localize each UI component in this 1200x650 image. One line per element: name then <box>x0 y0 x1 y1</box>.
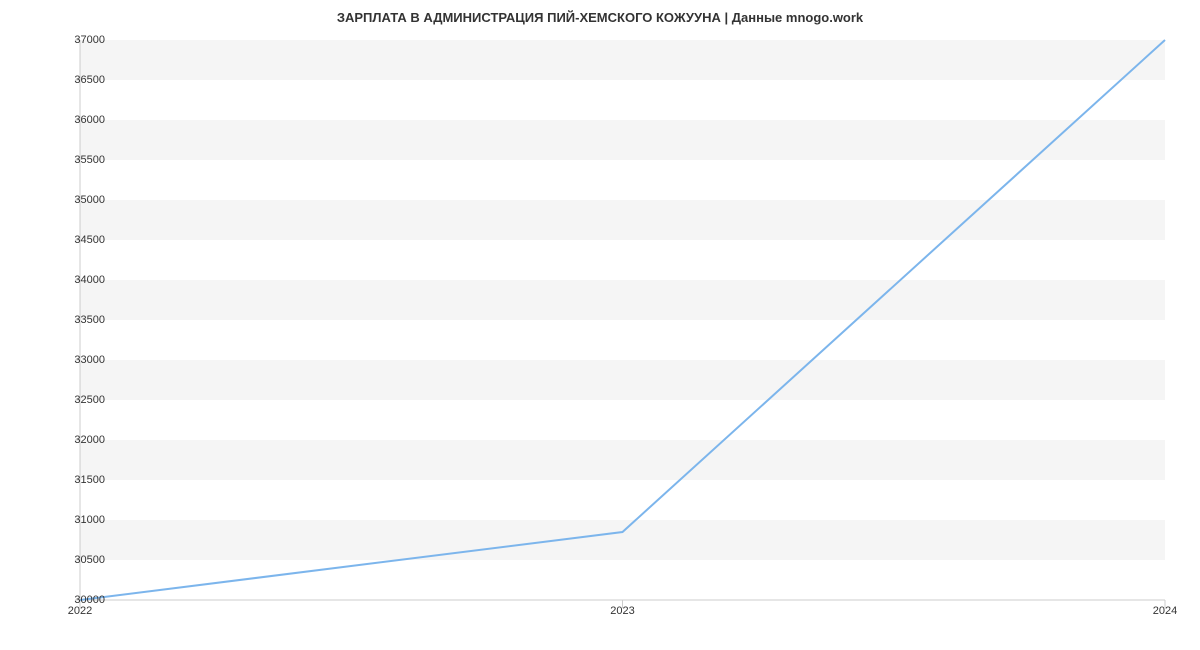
y-tick-label: 31000 <box>55 514 105 526</box>
grid-band <box>80 320 1165 360</box>
grid-band <box>80 480 1165 520</box>
x-tick-label: 2023 <box>610 605 634 617</box>
grid-band <box>80 520 1165 560</box>
grid-band <box>80 120 1165 160</box>
chart-svg <box>80 40 1165 600</box>
grid-band <box>80 280 1165 320</box>
y-tick-label: 31500 <box>55 474 105 486</box>
grid-band <box>80 200 1165 240</box>
y-tick-label: 34000 <box>55 274 105 286</box>
y-tick-label: 32500 <box>55 394 105 406</box>
grid-band <box>80 360 1165 400</box>
chart-plot-area <box>80 40 1165 600</box>
grid-band <box>80 160 1165 200</box>
x-tick-label: 2022 <box>68 605 92 617</box>
grid-band <box>80 440 1165 480</box>
y-tick-label: 36000 <box>55 114 105 126</box>
y-tick-label: 30500 <box>55 554 105 566</box>
grid-band <box>80 40 1165 80</box>
grid-band <box>80 80 1165 120</box>
y-tick-label: 36500 <box>55 74 105 86</box>
y-tick-label: 35000 <box>55 194 105 206</box>
y-tick-label: 34500 <box>55 234 105 246</box>
grid-band <box>80 400 1165 440</box>
x-tick-label: 2024 <box>1153 605 1177 617</box>
y-tick-label: 35500 <box>55 154 105 166</box>
y-tick-label: 33500 <box>55 314 105 326</box>
grid-band <box>80 240 1165 280</box>
y-tick-label: 32000 <box>55 434 105 446</box>
y-tick-label: 37000 <box>55 34 105 46</box>
y-tick-label: 33000 <box>55 354 105 366</box>
chart-title: ЗАРПЛАТА В АДМИНИСТРАЦИЯ ПИЙ-ХЕМСКОГО КО… <box>0 0 1200 25</box>
